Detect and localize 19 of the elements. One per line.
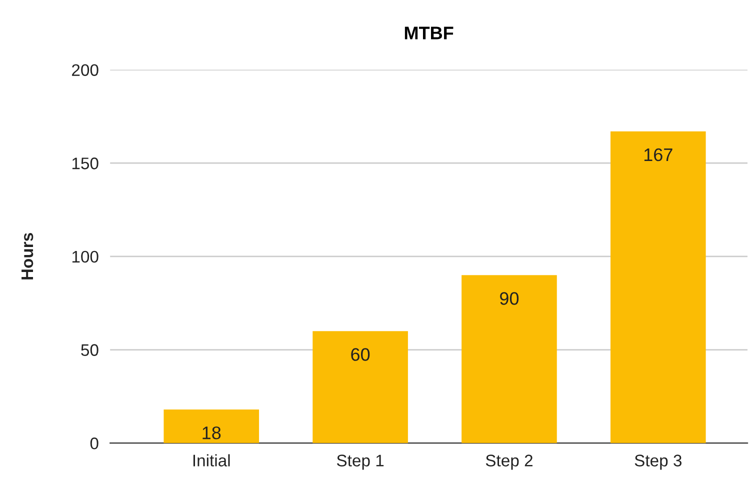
bar [462,275,557,444]
data-label: 18 [202,426,221,440]
y-tick-label: 150 [72,158,98,170]
y-tick-label: 0 [90,438,98,450]
y-tick-label: 200 [72,64,98,76]
y-tick-label: 100 [72,250,98,263]
data-label: 167 [644,148,672,162]
x-tick-label: Step 1 [336,454,384,470]
x-tick-label: Step 2 [486,454,532,470]
bar [312,331,408,444]
x-tick-label: Initial [193,454,230,466]
bar [164,410,260,444]
data-label: 90 [500,292,519,305]
chart-title: MTBF [404,26,454,40]
x-tick-label: Step 3 [634,454,682,470]
data-label: 60 [351,348,370,361]
y-tick-label: 50 [81,344,98,356]
bar [610,131,706,444]
y-axis-title: Hours [22,233,34,280]
